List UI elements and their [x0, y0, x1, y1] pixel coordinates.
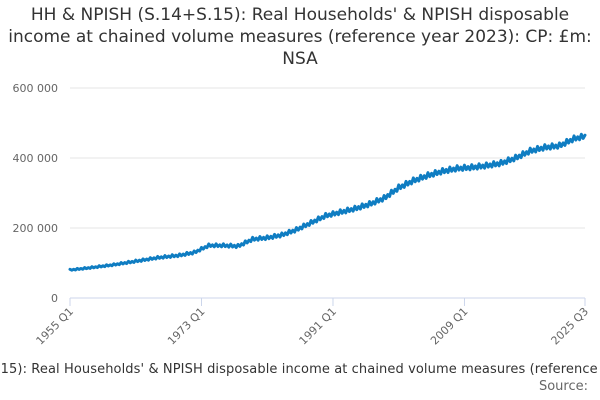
x-tick-label: 1973 Q1: [165, 305, 208, 348]
x-tick-label: 2009 Q1: [428, 305, 471, 348]
x-tick-label: 2025 Q3: [549, 305, 592, 348]
axes: [69, 297, 586, 306]
x-tick-labels: 1955 Q1 1973 Q1 1991 Q1 2009 Q1 2025 Q3: [34, 305, 592, 348]
y-tick-label: 600 000: [13, 82, 59, 95]
series-label: HH & NPISH (S.14+S.15): Real Households'…: [0, 362, 600, 377]
y-tick-label: 200 000: [13, 222, 59, 235]
series-label-strip: HH & NPISH (S.14+S.15): Real Households'…: [0, 362, 600, 377]
series-layer: [68, 132, 587, 272]
y-tick-labels: 0 200 000 400 000 600 000: [13, 82, 59, 305]
source-label: Source:: [538, 379, 588, 394]
x-tick-label: 1955 Q1: [34, 305, 77, 348]
chart-title: HH & NPISH (S.14+S.15): Real Households'…: [8, 5, 592, 69]
y-tick-label: 400 000: [13, 152, 59, 165]
x-tick-label: 1991 Q1: [297, 305, 340, 348]
gridlines: [70, 87, 585, 229]
series-line[interactable]: [68, 132, 587, 272]
y-tick-label: 0: [51, 292, 58, 305]
